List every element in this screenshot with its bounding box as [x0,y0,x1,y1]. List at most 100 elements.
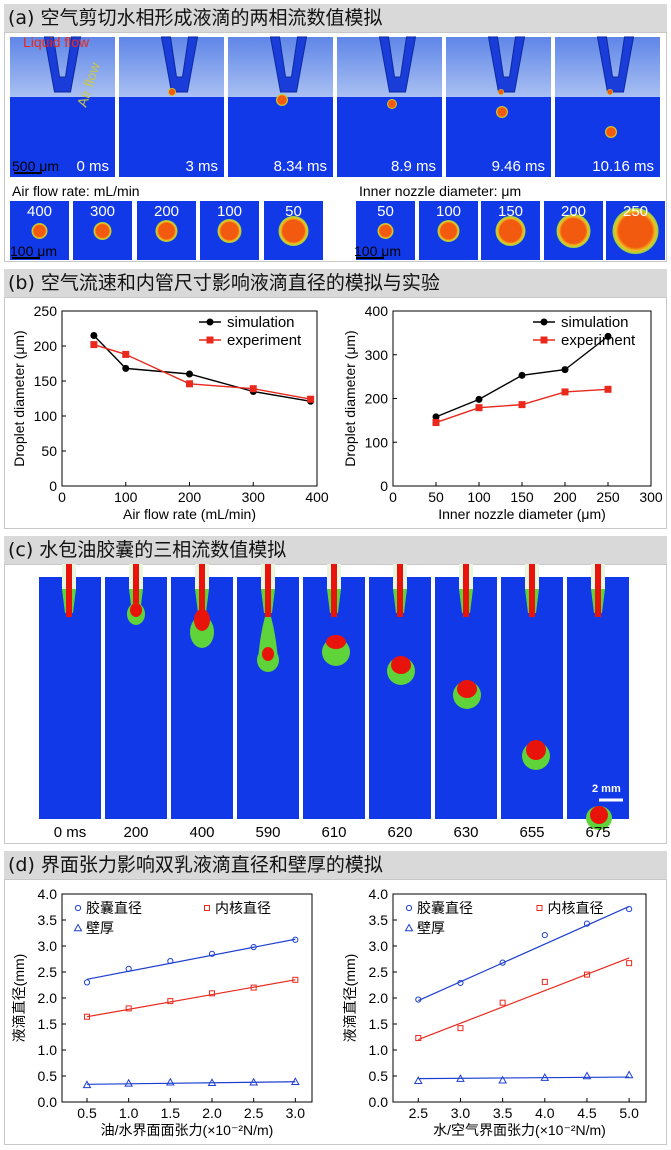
series-2-point [540,1073,550,1081]
nozzle-size-droplet [377,223,394,239]
core-phase [199,564,205,617]
channel-frame [567,577,629,819]
legend-marker [404,923,414,932]
y-tick-label: 200 [365,391,389,407]
y-tick-label: 50 [41,443,57,459]
core-phase [331,564,337,617]
legend-label: 壁厚 [417,920,445,936]
time-label: 8.9 ms [391,158,436,175]
shell-neck [258,617,278,660]
x-tick-label: 0 [389,489,397,505]
core-phase [595,564,601,617]
series-0-point [167,957,174,965]
series-1-point [518,401,526,409]
y-axis-label: 液滴直径(mm) [342,954,358,1043]
x-axis-label: 水/空气界面张力(×10⁻²N/m) [433,1122,606,1138]
y-tick-label: 100 [365,434,389,450]
panel-b-title: (b) 空气流速和内管尺寸影响液滴直径的模拟与实验 [8,272,440,294]
x-tick-label: 200 [553,489,577,505]
x-tick-label: 1.0 [119,1105,139,1121]
capsule-core [130,603,142,617]
y-tick-label: 150 [34,373,58,389]
capsule-core [526,740,546,760]
nozzle-size-droplet [612,208,659,254]
droplet [607,89,613,95]
time-label: 0 ms [76,158,109,175]
air-rate-label: 300 [90,203,115,220]
droplet [276,94,288,106]
series-0-point [475,395,483,403]
legend-label: 壁厚 [86,920,114,936]
nozzle [378,36,417,93]
series-1-point [90,341,98,349]
nozzle [269,36,308,93]
air-rate-droplet [155,220,178,242]
series-1-point [167,998,174,1005]
y-tick-label: 4.0 [38,886,58,902]
y-axis-label: 液滴直径(mm) [11,954,27,1043]
legend-marker [206,336,214,344]
series-2-point [456,1074,465,1082]
series-0-fit-line [86,938,296,980]
x-tick-label: 4.0 [535,1105,555,1121]
series-2-point [582,1071,592,1080]
legend-label: simulation [227,314,295,331]
core-phase [133,564,139,617]
air-rate-droplet [31,223,48,239]
series-1-point [457,1025,464,1032]
air-rate-label: 100 [217,203,242,220]
core-phase [265,564,271,617]
series-1-point [604,385,612,393]
x-axis-label: Inner nozzle diameter (μm) [438,506,606,522]
y-tick-label: 2.0 [369,990,389,1006]
series-1-point [499,999,506,1006]
y-tick-label: 0 [49,478,57,494]
liquid-flow-label: Liquid flow [23,34,90,50]
x-tick-label: 200 [178,489,202,505]
legend-label: 内核直径 [215,900,271,916]
legend-label: simulation [561,314,629,331]
series-1-point [475,404,483,412]
nozzle-title: Inner nozzle diameter: μm [359,183,521,199]
core-phase [463,564,469,617]
x-axis-label: 油/水界面面张力(×10⁻²N/m) [101,1122,274,1138]
time-label: 620 [387,824,412,841]
channel-frame [303,577,365,819]
legend-marker [73,923,83,932]
y-tick-label: 3.5 [369,912,389,928]
series-0-point [250,943,257,951]
air-rate-label: 200 [154,203,179,220]
time-label: 590 [255,824,280,841]
nozzle-size-label: 200 [561,203,586,220]
x-tick-label: 50 [428,489,444,505]
chart-oil-water-tension: 0.5 1.0 1.5 2.0 2.5 3.0 0.0 0.5 1.0 1.5 2.0 2.5 3.0 3… [11,886,313,1138]
series-1-fit-line [418,957,630,1041]
channel-frame [39,577,101,819]
series-1-point [122,350,130,358]
nozzle-size-label: 250 [623,203,648,220]
x-tick-label: 0 [58,489,66,505]
chart-air-flow: 0 100 200 300 400 0 50 100 150 200 250 Air flow rat… [11,303,329,522]
capsule-core [262,647,274,661]
droplet [496,106,508,118]
y-tick-label: 1.0 [38,1042,58,1058]
capsule-core [194,609,210,631]
x-tick-label: 150 [510,489,534,505]
air-rate-droplet [278,216,309,246]
y-tick-label: 100 [34,408,58,424]
panel-b-frame [4,297,667,529]
series-2-point [498,1075,507,1084]
capsule-core [457,680,477,698]
x-tick-label: 100 [114,489,138,505]
y-tick-label: 0.0 [38,1094,58,1110]
series-1-point [186,380,193,388]
time-label: 675 [585,824,610,841]
x-tick-label: 2.5 [409,1105,429,1121]
series-0-point [518,371,526,379]
air-rate-label: 50 [285,203,302,220]
panel-d-frame [4,879,667,1145]
panel-b-header: (b) 空气流速和内管尺寸影响液滴直径的模拟与实验 [4,269,667,297]
legend-marker [204,905,210,911]
series-1-point [125,1005,132,1012]
series-0-point [499,959,506,966]
